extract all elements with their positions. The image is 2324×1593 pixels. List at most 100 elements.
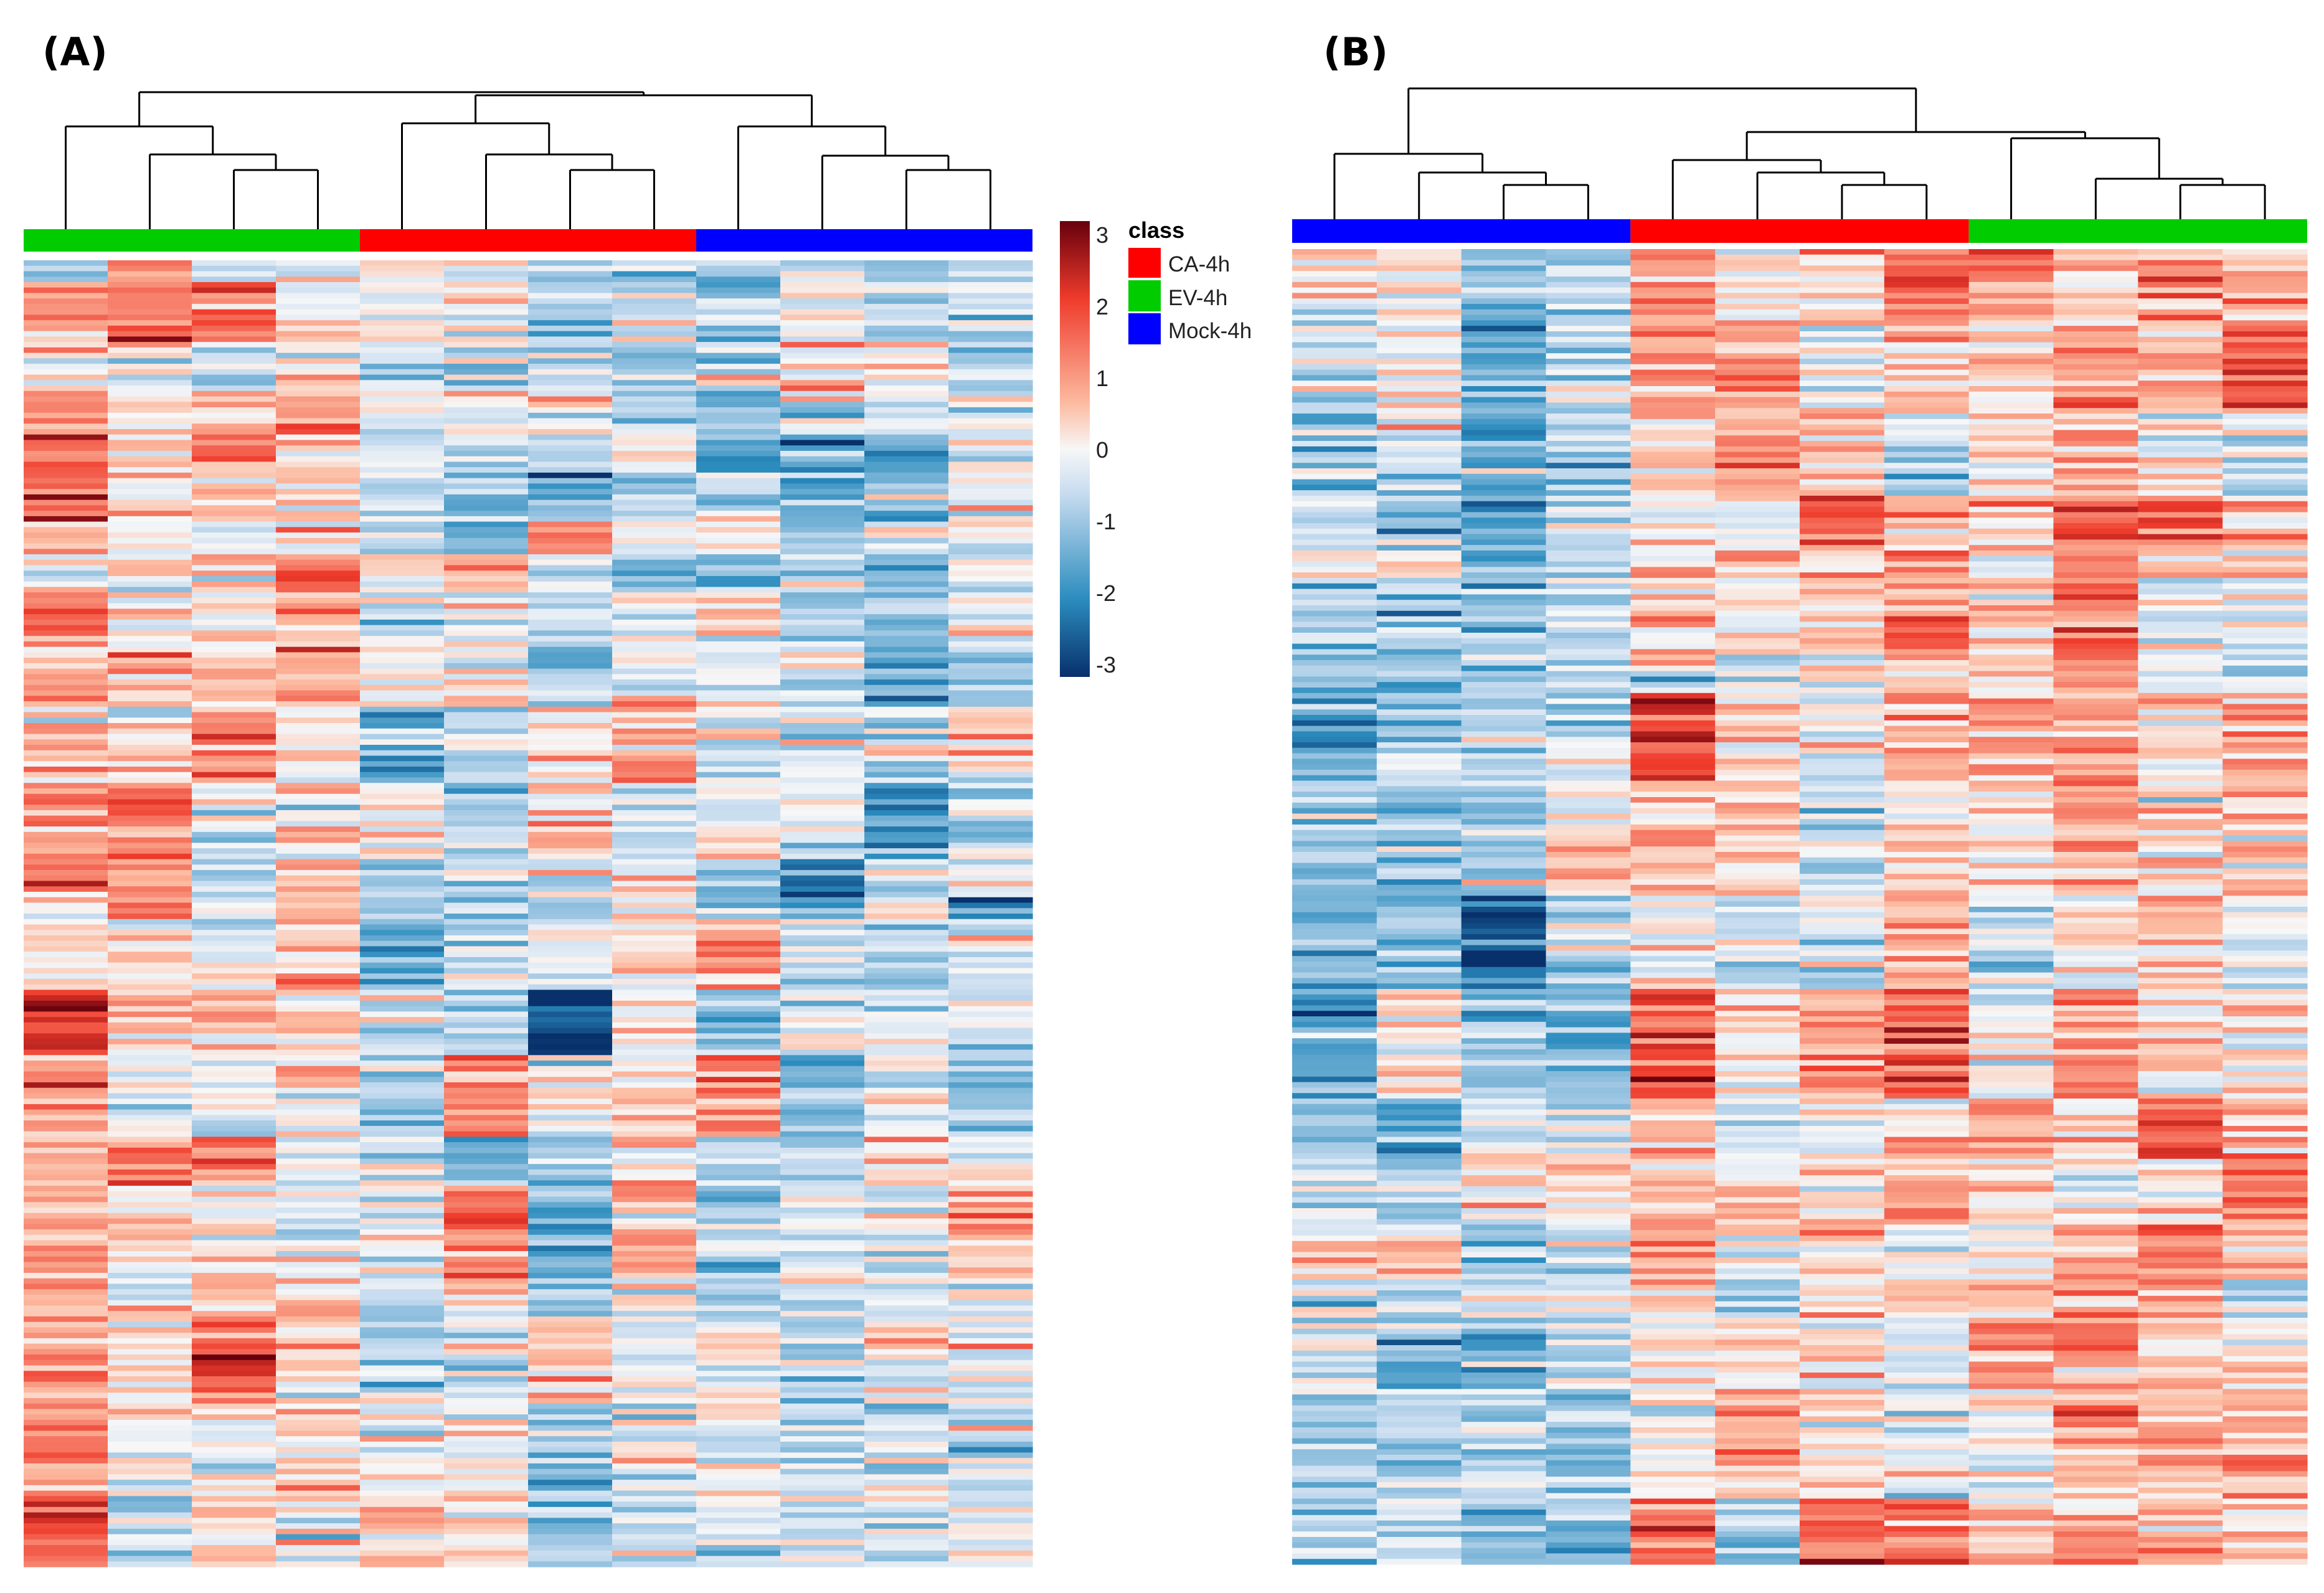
heatmap-cell: [1884, 616, 1970, 622]
heatmap-cell: [1800, 314, 1885, 321]
heatmap-cell: [528, 385, 613, 392]
heatmap-cell: [2222, 1126, 2308, 1132]
heatmap-cell: [1715, 901, 1800, 907]
heatmap-cell: [528, 924, 613, 930]
heatmap-cell: [1968, 1175, 2054, 1181]
heatmap-cell: [1968, 359, 2054, 365]
heatmap-cell: [1715, 473, 1800, 480]
heatmap-cell: [528, 1099, 613, 1105]
heatmap-cell: [780, 1316, 865, 1323]
heatmap-cell: [108, 402, 192, 408]
heatmap-cell: [780, 919, 865, 925]
heatmap-cell: [24, 1011, 108, 1018]
heatmap-cell: [276, 1518, 361, 1524]
heatmap-cell: [1968, 890, 2054, 896]
heatmap-cell: [948, 265, 1033, 272]
heatmap-cell: [444, 788, 529, 795]
heatmap-cell: [528, 342, 613, 348]
heatmap-cell: [864, 1545, 949, 1551]
heatmap-cell: [192, 1000, 276, 1007]
heatmap-cell: [360, 1278, 445, 1285]
heatmap-cell: [360, 788, 445, 795]
heatmap-cell: [696, 1561, 781, 1567]
heatmap-cell: [780, 347, 865, 354]
heatmap-cell: [696, 897, 781, 904]
heatmap-cell: [780, 412, 865, 419]
heatmap-cell: [612, 293, 697, 299]
heatmap-cell: [24, 293, 108, 299]
heatmap-cell: [528, 1414, 613, 1420]
heatmap-cell: [948, 559, 1033, 566]
heatmap-cell: [1715, 950, 1800, 957]
heatmap-cell: [192, 597, 276, 604]
heatmap-cell: [276, 1343, 361, 1350]
heatmap-cell: [192, 815, 276, 821]
heatmap-cell: [24, 897, 108, 904]
heatmap-cell: [2138, 962, 2223, 968]
heatmap-cell: [780, 843, 865, 849]
heatmap-cell: [2053, 326, 2138, 332]
heatmap-cell: [1461, 688, 1547, 694]
heatmap-cell: [1630, 852, 1716, 858]
heatmap-cell: [1884, 907, 1970, 913]
heatmap-cell: [780, 973, 865, 980]
heatmap-cell: [1292, 446, 1377, 453]
heatmap-cell: [108, 1142, 192, 1148]
heatmap-cell: [108, 1061, 192, 1067]
heatmap-cell: [528, 745, 613, 751]
heatmap-cell: [948, 712, 1033, 718]
heatmap-cell: [612, 750, 697, 757]
heatmap-cell: [528, 521, 613, 527]
heatmap-cell: [696, 1403, 781, 1410]
heatmap-cell: [276, 1250, 361, 1257]
heatmap-cell: [528, 1447, 613, 1454]
heatmap-cell: [2138, 555, 2223, 562]
heatmap-cell: [696, 793, 781, 800]
heatmap-cell: [864, 777, 949, 783]
heatmap-cell: [1715, 375, 1800, 381]
heatmap-cell: [2222, 479, 2308, 485]
heatmap-cell: [360, 1212, 445, 1219]
heatmap-cell: [192, 1458, 276, 1464]
heatmap-cell: [696, 821, 781, 827]
heatmap-cell: [360, 619, 445, 626]
heatmap-cell: [1461, 386, 1547, 392]
heatmap-cell: [528, 1186, 613, 1192]
heatmap-cell: [108, 592, 192, 598]
heatmap-cell: [948, 1278, 1033, 1285]
heatmap-cell: [108, 320, 192, 326]
heatmap-cell: [528, 658, 613, 664]
heatmap-cell: [360, 1218, 445, 1224]
heatmap-cell: [528, 277, 613, 283]
heatmap-cell: [1546, 397, 1631, 403]
heatmap-cell: [2053, 610, 2138, 617]
heatmap-cell: [780, 870, 865, 876]
heatmap-cell: [948, 978, 1033, 985]
heatmap-cell: [360, 625, 445, 631]
heatmap-cell: [1376, 304, 1462, 310]
heatmap-cell: [192, 886, 276, 892]
heatmap-cell: [1546, 265, 1631, 272]
heatmap-cell: [24, 1523, 108, 1529]
heatmap-cell: [948, 990, 1033, 996]
heatmap-cell: [360, 1485, 445, 1491]
heatmap-cell: [276, 619, 361, 626]
heatmap-cell: [864, 630, 949, 636]
heatmap-cell: [1292, 950, 1377, 957]
heatmap-cell: [276, 940, 361, 947]
heatmap-cell: [2138, 857, 2223, 864]
heatmap-cell: [2138, 583, 2223, 590]
heatmap-cell: [1376, 616, 1462, 622]
heatmap-cell: [444, 1022, 529, 1029]
heatmap-cell: [24, 1218, 108, 1224]
heatmap-cell: [444, 1321, 529, 1328]
heatmap-cell: [2053, 446, 2138, 453]
heatmap-cell: [1546, 336, 1631, 343]
heatmap-cell: [1546, 359, 1631, 365]
heatmap-cell: [1461, 841, 1547, 847]
heatmap-cell: [2138, 835, 2223, 841]
heatmap-cell: [1630, 271, 1716, 277]
heatmap-cell: [1715, 857, 1800, 864]
heatmap-cell: [612, 859, 697, 865]
heatmap-cell: [780, 1093, 865, 1099]
